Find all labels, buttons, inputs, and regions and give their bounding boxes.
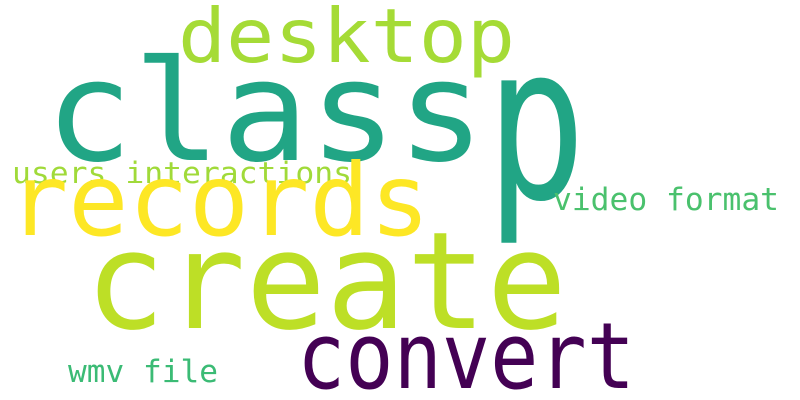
word-video-format: video format [553, 182, 779, 218]
word-desktop: desktop [178, 0, 515, 80]
word-class: class [45, 31, 485, 194]
word-users-interactions: users interactions [12, 156, 352, 190]
word-records: records [8, 142, 430, 259]
word-wmv-file: wmv file [68, 354, 218, 390]
word-convert: convert [297, 303, 635, 400]
word-p: p [486, 0, 586, 249]
word-create: create [85, 203, 567, 360]
